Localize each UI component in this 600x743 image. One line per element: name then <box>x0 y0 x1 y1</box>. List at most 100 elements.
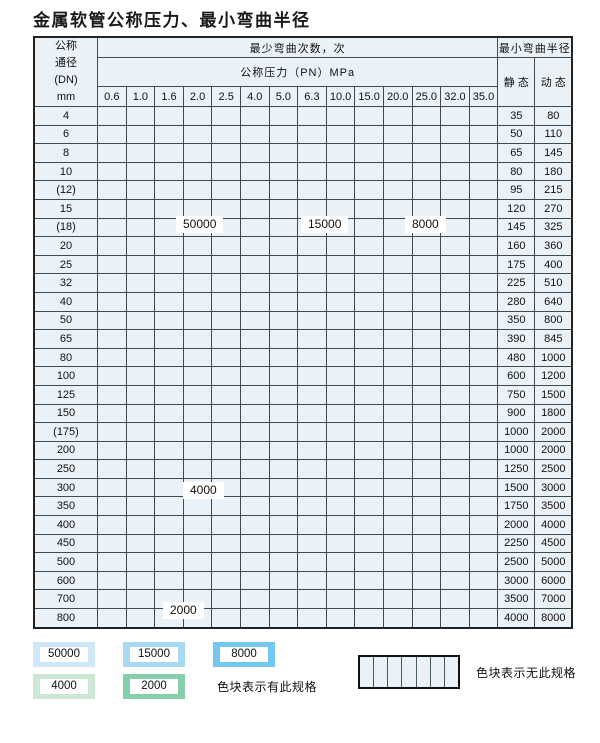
radius-dynamic-value: 1200 <box>534 366 573 386</box>
spec-cell <box>440 384 470 405</box>
radius-static-value: 1500 <box>497 477 536 498</box>
spec-cell <box>182 106 213 126</box>
spec-cell <box>382 310 413 331</box>
spec-cell <box>182 570 213 591</box>
spec-cell <box>125 347 156 368</box>
radius-dynamic-value: 845 <box>534 329 573 349</box>
spec-cell <box>440 161 470 182</box>
spec-cell <box>268 291 299 312</box>
spec-cell <box>211 329 241 349</box>
spec-cell <box>182 291 213 312</box>
spec-cell <box>211 422 241 442</box>
table-row: 700 3500 7000 <box>33 589 573 610</box>
spec-cell <box>382 366 413 386</box>
spec-cell <box>297 143 327 163</box>
spec-cell <box>382 254 413 275</box>
table-row: 10 80 180 <box>33 161 573 182</box>
spec-cell <box>125 106 156 126</box>
spec-cell <box>354 236 384 256</box>
dn-value-cell: 200 <box>33 440 98 461</box>
table-head: 公称 通径 (DN) mm 最少弯曲次数，次 最小弯曲半径 公称压力（PN）MP… <box>33 36 573 107</box>
radius-dynamic-value: 3000 <box>534 477 573 498</box>
pressure-col-header-2: 1.6 <box>154 86 184 107</box>
pressure-col-header-0: 0.6 <box>97 86 127 107</box>
spec-cell <box>154 273 184 293</box>
dn-value-cell: 600 <box>33 570 98 591</box>
legend-left: 50000 15000 8000 4000 2000 色块表示有此规格 <box>33 638 573 702</box>
spec-cell <box>154 143 184 163</box>
spec-cell <box>325 589 356 610</box>
radius-dynamic-value: 80 <box>534 106 573 126</box>
radius-static-value: 750 <box>497 384 536 405</box>
spec-cell <box>440 608 470 629</box>
stripe-cell <box>388 657 403 687</box>
spec-cell <box>125 403 156 424</box>
spec-cell <box>125 217 156 238</box>
spec-cell <box>97 236 127 256</box>
spec-cell <box>211 347 241 368</box>
legend-swatch-2000: 2000 <box>123 673 185 699</box>
radius-dynamic-value: 4000 <box>534 515 573 535</box>
radius-static-value: 600 <box>497 366 536 386</box>
spec-cell <box>211 180 241 200</box>
spec-cell <box>125 422 156 442</box>
spec-cell <box>382 477 413 498</box>
spec-cell <box>239 217 270 238</box>
spec-cell <box>411 143 442 163</box>
spec-cell <box>440 533 470 554</box>
spec-cell <box>411 347 442 368</box>
spec-cell <box>411 459 442 479</box>
spec-cell <box>97 589 127 610</box>
radius-dynamic-value: 400 <box>534 254 573 275</box>
spec-cell <box>468 366 499 386</box>
spec-cell <box>440 366 470 386</box>
spec-cell <box>440 570 470 591</box>
pressure-col-header-7: 6.3 <box>297 86 327 107</box>
spec-cell <box>468 106 499 126</box>
spec-cell <box>325 459 356 479</box>
dn-value-cell: 700 <box>33 589 98 610</box>
spec-cell <box>382 236 413 256</box>
radius-dynamic-value: 4500 <box>534 533 573 554</box>
spec-cell <box>268 459 299 479</box>
spec-cell <box>239 347 270 368</box>
spec-cell <box>411 608 442 629</box>
spec-cell <box>268 198 299 219</box>
radius-dynamic-value: 1800 <box>534 403 573 424</box>
legend-swatch-8000: 8000 <box>213 641 275 667</box>
spec-cell <box>97 384 127 405</box>
spec-cell <box>125 236 156 256</box>
dn-value-cell: 800 <box>33 608 98 629</box>
radius-static-value: 160 <box>497 236 536 256</box>
spec-cell <box>297 124 327 145</box>
spec-cell <box>154 254 184 275</box>
spec-cell <box>154 180 184 200</box>
spec-cell <box>268 347 299 368</box>
spec-cell <box>325 366 356 386</box>
spec-cell <box>297 347 327 368</box>
spec-cell <box>297 236 327 256</box>
dn-value-cell: 80 <box>33 347 98 368</box>
spec-cell <box>468 440 499 461</box>
spec-cell <box>468 180 499 200</box>
spec-cell <box>468 236 499 256</box>
radius-static-value: 1000 <box>497 422 536 442</box>
spec-cell <box>411 589 442 610</box>
spec-cell <box>239 459 270 479</box>
spec-cell <box>154 236 184 256</box>
spec-cell <box>297 310 327 331</box>
spec-cell <box>239 329 270 349</box>
dn-value-cell: 300 <box>33 477 98 498</box>
spec-cell <box>211 440 241 461</box>
spec-cell <box>440 106 470 126</box>
pressure-col-header-1: 1.0 <box>125 86 156 107</box>
spec-cell <box>268 124 299 145</box>
spec-cell <box>440 347 470 368</box>
spec-cell <box>97 403 127 424</box>
spec-cell <box>297 459 327 479</box>
spec-cell <box>297 608 327 629</box>
pressure-value-row: 0.6 1.0 1.6 2.0 2.5 4.0 5.0 6.3 10.0 15.0 20.0 25.0… <box>34 86 572 107</box>
spec-cell <box>297 515 327 535</box>
spec-cell <box>211 106 241 126</box>
spec-cell <box>468 552 499 572</box>
